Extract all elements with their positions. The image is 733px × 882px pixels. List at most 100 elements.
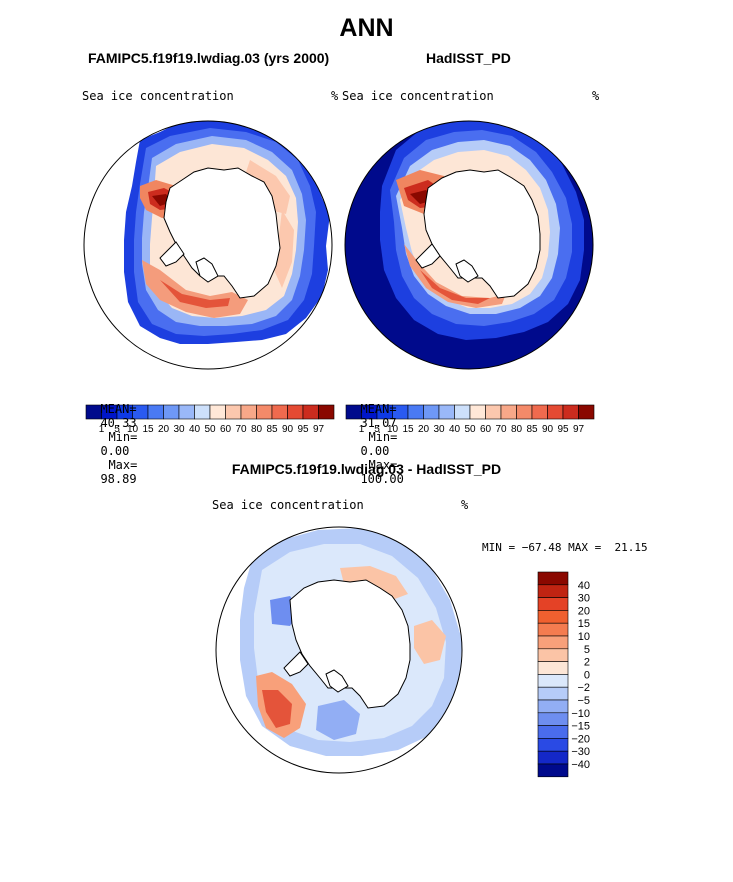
left-max-label: Max= [108,458,138,472]
right-colorbar-swatch [531,404,548,420]
right-min-value: 0.00 [360,444,390,458]
difference-colorbar-tick-label: −5 [577,695,590,707]
difference-panel-title: FAMIPC5.f19f19.lwdiag.03 - HadISST_PD [231,461,502,477]
right-colorbar-tick-label: 30 [433,424,445,435]
left-map [84,121,332,369]
difference-min-max: MIN = −67.48 MAX = 21.15 [482,541,648,554]
difference-colorbar-swatch [537,725,569,739]
left-colorbar-tick-label: 95 [297,424,309,435]
left-colorbar-tick-label: 1 [99,424,105,435]
right-mean-label: MEAN= [360,402,397,416]
difference-colorbar-tick-label: 20 [578,605,590,617]
left-map-border [83,120,333,370]
left-colorbar-tick-label: 30 [173,424,185,435]
difference-colorbar-tick-label: 30 [578,593,590,605]
right-colorbar-tick-label: 80 [511,424,523,435]
difference-colorbar-swatch [537,584,569,598]
right-colorbar-swatch [469,404,486,420]
left-colorbar-tick-label: 15 [142,424,154,435]
difference-colorbar-tick-label: −10 [571,708,590,720]
difference-colorbar-tick-label: −40 [571,759,590,771]
right-colorbar-tick-label: 90 [542,424,554,435]
left-colorbar-tick-label: 10 [127,424,139,435]
difference-colorbar-swatch [537,699,569,714]
right-variable-label: Sea ice concentration [342,89,494,103]
difference-map-border [215,526,463,774]
left-min-label: Min= [108,430,138,444]
right-colorbar-swatch [500,404,517,420]
right-panel-title: HadISST_PD [426,50,511,66]
difference-colorbar-swatch [537,610,569,624]
left-colorbar-swatch [271,404,288,420]
left-colorbar-tick-label: 80 [251,424,263,435]
difference-colorbar-tick-label: 10 [578,631,590,643]
left-colorbar-tick-label: 97 [313,424,325,435]
difference-colorbar-tick-label: 15 [578,618,590,630]
right-colorbar-tick-label: 15 [402,424,414,435]
right-colorbar-tick-label: 40 [449,424,461,435]
right-colorbar-tick-label: 85 [526,424,538,435]
right-colorbar-tick-label: 1 [359,424,365,435]
left-mean-label: MEAN= [100,402,137,416]
right-mean-value: 31.07 [360,416,397,430]
difference-units-label: % [461,498,469,512]
difference-colorbar-tick-label: 5 [584,644,590,656]
difference-colorbar-tick-label: −2 [577,682,590,694]
left-units-label: % [331,89,339,103]
right-colorbar-tick-label: 50 [464,424,476,435]
right-colorbar-tick-label: 20 [418,424,430,435]
difference-colorbar-tick-label: 40 [578,580,590,592]
right-colorbar-swatch [578,404,595,420]
left-colorbar-tick-label: 70 [235,424,247,435]
right-colorbar-swatch [485,404,502,420]
right-colorbar-tick-label: 95 [557,424,569,435]
right-colorbar-swatch [516,404,533,420]
left-colorbar-swatch [318,404,335,420]
left-colorbar-swatch [287,404,304,420]
right-units-label: % [592,89,600,103]
left-panel-title: FAMIPC5.f19f19.lwdiag.03 (yrs 2000) [88,50,330,66]
right-colorbar-swatch [423,404,440,420]
difference-colorbar-swatch [537,635,569,650]
difference-colorbar-swatch [537,648,569,662]
right-colorbar-swatch [562,404,579,420]
difference-colorbar-swatch [537,750,569,765]
difference-map [216,527,462,773]
right-min-label: Min= [368,430,398,444]
right-colorbar: 1 5 10 15 20 30 40 50 60 70 80 85 90 95 97 [345,404,595,435]
right-colorbar-tick-label: 5 [374,424,380,435]
left-colorbar-tick-label: 50 [204,424,216,435]
left-colorbar-swatch [194,404,211,420]
right-map-border [344,120,594,370]
difference-colorbar-tick-label: −30 [571,746,590,758]
left-colorbar-tick-label: 40 [189,424,201,435]
left-variable-label: Sea ice concentration [82,89,234,103]
right-colorbar-swatch [438,404,455,420]
right-colorbar-swatch [454,404,471,420]
difference-colorbar-swatch [537,674,569,688]
difference-colorbar-swatch [537,712,569,726]
left-colorbar-swatch [225,404,242,420]
left-colorbar-swatch [256,404,273,420]
left-colorbar-swatch [147,404,164,420]
difference-colorbar-swatch [537,661,569,675]
difference-colorbar-swatch [537,571,569,586]
left-min-value: 0.00 [100,444,130,458]
difference-colorbar-swatch [537,686,569,701]
difference-colorbar-swatch [537,597,569,611]
left-mean-value: 40.33 [100,416,137,430]
left-stats: MEAN= 40.33 Min= 0.00 Max= 98.89 [86,388,137,486]
difference-colorbar-swatch [537,763,569,778]
difference-variable-label: Sea ice concentration [212,498,364,512]
left-colorbar-swatch [178,404,195,420]
left-colorbar-tick-label: 85 [266,424,278,435]
left-colorbar-swatch [209,404,226,420]
figure-title: ANN [339,14,394,42]
left-colorbar-tick-label: 60 [220,424,232,435]
difference-colorbar-tick-label: 0 [584,669,590,681]
difference-colorbar-tick-label: −15 [571,721,590,733]
left-colorbar-swatch [240,404,257,420]
right-colorbar-swatch [407,404,424,420]
